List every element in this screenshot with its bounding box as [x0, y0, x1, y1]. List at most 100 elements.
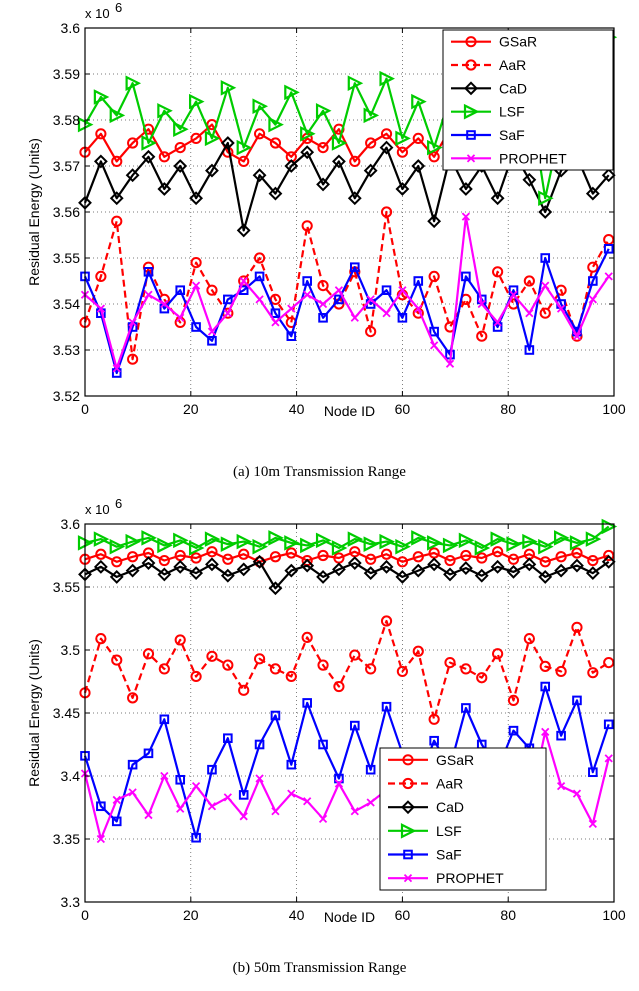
legend-marker-cad	[464, 81, 478, 96]
data-point-cad	[125, 168, 140, 183]
x-axis-label: Node ID	[324, 403, 375, 419]
data-point-saf	[254, 739, 265, 750]
data-point-cad	[601, 168, 616, 183]
figure-caption: (a) 10m Transmission Range	[233, 464, 406, 480]
data-point-lsf	[268, 116, 284, 133]
data-point-prophet	[255, 295, 264, 304]
data-point-aar	[174, 634, 186, 646]
data-point-aar	[206, 650, 218, 662]
data-point-cad	[395, 182, 410, 196]
data-point-saf	[603, 719, 614, 730]
data-point-cad	[236, 562, 251, 577]
data-point-prophet	[160, 299, 169, 309]
data-point-aar	[95, 633, 107, 645]
data-point-saf	[127, 759, 138, 770]
data-point-aar	[317, 659, 329, 671]
data-point-gsar	[317, 142, 329, 154]
data-point-prophet	[588, 819, 597, 829]
data-point-aar	[190, 670, 202, 683]
data-point-saf	[588, 767, 598, 778]
data-point-saf	[556, 730, 566, 741]
data-point-lsf	[268, 530, 284, 546]
data-point-cad	[538, 205, 553, 219]
data-point-cad	[443, 567, 457, 582]
data-point-prophet	[445, 359, 455, 368]
chart-panel-a: 0 20 40 60 80 100 3.52 3.53 3.54 3.55 3.56 3.57 3.58…	[26, 0, 626, 480]
data-point-lsf	[379, 533, 395, 550]
data-point-aar	[587, 261, 599, 273]
data-point-prophet	[239, 812, 248, 821]
data-point-aar	[428, 713, 440, 725]
x-tick-label: 40	[289, 907, 305, 923]
data-point-gsar	[396, 556, 408, 568]
series-line-saf	[83, 248, 610, 375]
data-point-lsf	[331, 135, 348, 151]
data-point-cad	[332, 562, 346, 577]
data-point-lsf	[474, 540, 491, 556]
data-point-lsf	[300, 126, 316, 142]
data-point-cad	[554, 563, 569, 578]
data-point-lsf	[315, 532, 332, 549]
y-multiplier: x 10	[85, 502, 110, 517]
data-point-cad	[347, 556, 362, 570]
data-point-prophet	[461, 212, 471, 221]
data-point-cad	[284, 563, 299, 578]
y-tick-label: 3.5	[61, 642, 81, 658]
legend-marker-prophet	[466, 154, 476, 163]
data-point-prophet	[366, 798, 375, 807]
legend-box	[379, 747, 547, 891]
y-tick-label: 3.52	[53, 388, 80, 404]
data-point-cad	[205, 163, 219, 178]
data-point-saf	[223, 733, 233, 744]
data-point-aar	[555, 665, 567, 678]
data-point-prophet	[366, 295, 375, 304]
data-point-cad	[538, 570, 553, 584]
legend-marker-gsar	[465, 36, 477, 48]
data-point-lsf	[157, 537, 173, 554]
data-point-aar	[127, 353, 139, 365]
data-point-saf	[508, 725, 519, 736]
data-point-cad	[220, 568, 235, 583]
data-point-prophet	[207, 802, 217, 811]
data-point-lsf	[252, 538, 269, 555]
data-point-cad	[268, 581, 283, 596]
data-point-lsf	[458, 532, 475, 549]
data-point-cad	[284, 159, 299, 173]
data-point-gsar	[127, 551, 139, 563]
y-axis-label: Residual Energy (Units)	[26, 138, 42, 286]
data-point-aar	[476, 330, 488, 342]
data-point-saf	[159, 714, 170, 725]
legend-label-lsf: LSF	[436, 823, 462, 839]
data-point-aar	[142, 648, 155, 660]
data-point-cad	[93, 559, 108, 574]
data-point-aar	[190, 257, 202, 269]
y-tick-label: 3.6	[61, 20, 81, 36]
series-saf	[80, 244, 614, 378]
data-point-lsf	[141, 135, 157, 151]
data-point-lsf	[236, 533, 253, 550]
data-point-saf	[540, 681, 551, 692]
data-point-gsar	[95, 128, 107, 140]
data-point-prophet	[223, 309, 232, 318]
data-point-cad	[300, 145, 315, 160]
data-point-prophet	[588, 295, 597, 304]
legend-label-lsf: LSF	[499, 104, 525, 120]
data-point-cad	[236, 223, 251, 238]
data-point-aar	[539, 307, 551, 319]
y-tick-label: 3.4	[61, 768, 81, 784]
y-tick-label: 3.54	[53, 296, 80, 312]
data-point-saf	[318, 739, 328, 750]
x-tick-label: 20	[183, 907, 199, 923]
data-point-prophet	[398, 286, 407, 295]
data-point-saf	[270, 308, 281, 318]
data-point-cad	[173, 159, 188, 173]
data-point-lsf	[220, 80, 237, 96]
data-point-cad	[141, 149, 156, 164]
y-tick-label: 3.59	[53, 66, 80, 82]
data-point-cad	[189, 191, 204, 206]
data-point-saf	[111, 816, 122, 827]
data-point-cad	[189, 566, 204, 581]
data-point-cad	[458, 561, 473, 576]
data-point-prophet	[144, 810, 153, 820]
